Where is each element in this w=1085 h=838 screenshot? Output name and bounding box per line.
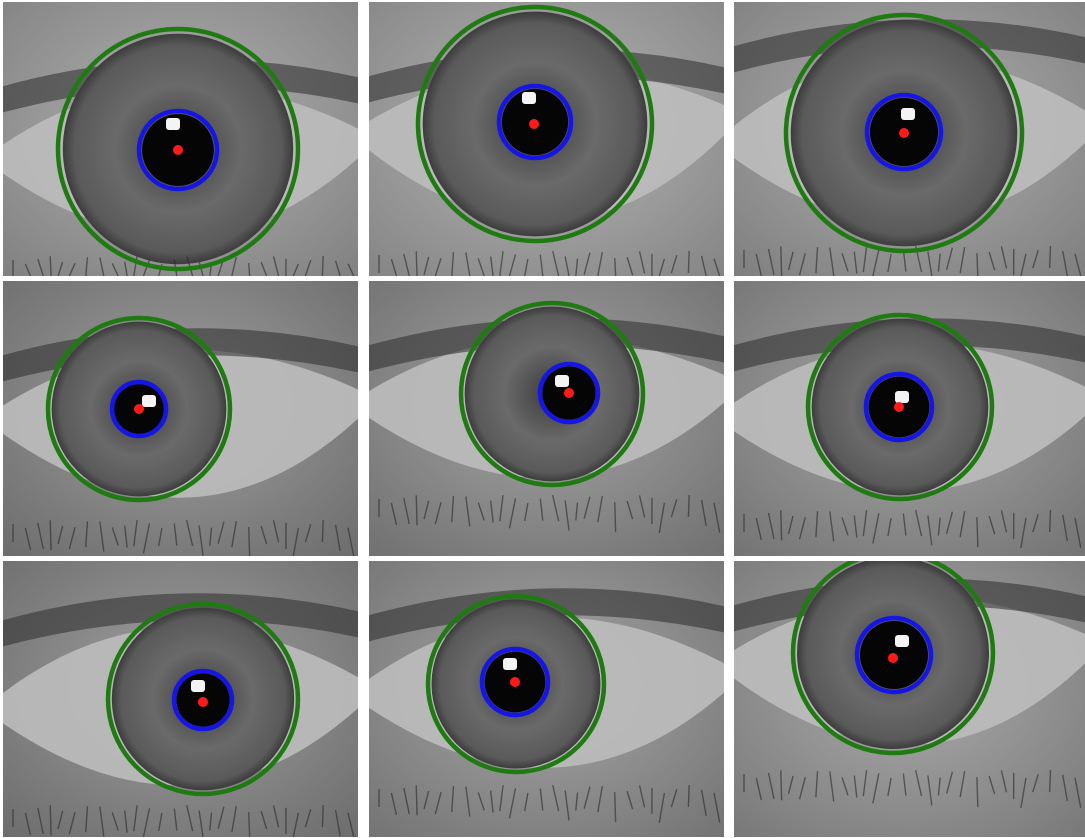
eye-photo [369, 281, 724, 556]
pupil-boundary-circle [479, 646, 551, 718]
iris-boundary-circle [783, 12, 1025, 254]
pupil-boundary-circle [496, 83, 574, 161]
eye-photo-panel [3, 281, 358, 556]
pupil-center-dot [529, 119, 539, 129]
eye-photo [369, 2, 724, 276]
iris-boundary-circle [805, 312, 995, 502]
iris-boundary-circle [790, 561, 996, 756]
pupil-boundary-circle [854, 615, 934, 695]
eye-photo [734, 2, 1085, 276]
pupil-boundary-circle [136, 108, 220, 192]
pupil-boundary-circle [864, 92, 944, 172]
eye-photo [3, 2, 358, 276]
iris-boundary-circle [458, 300, 646, 488]
pupil-center-dot [198, 697, 208, 707]
eye-photo-panel [369, 281, 724, 556]
iris-boundary-circle [105, 601, 301, 797]
eye-photo-panel [3, 2, 358, 276]
eye-photo-panel [369, 2, 724, 276]
pupil-boundary-circle [537, 361, 601, 425]
eye-photo-panel [734, 281, 1085, 556]
eye-photo-panel [734, 2, 1085, 276]
eye-photo-panel [369, 561, 724, 837]
pupil-center-dot [888, 653, 898, 663]
iris-boundary-circle [425, 593, 607, 775]
eye-photo [734, 281, 1085, 556]
eye-photo [3, 281, 358, 556]
pupil-center-dot [173, 145, 183, 155]
pupil-boundary-circle [109, 379, 169, 439]
pupil-boundary-circle [171, 668, 235, 732]
eye-photo [3, 561, 358, 837]
eye-photo-panel [734, 561, 1085, 837]
pupil-center-dot [510, 677, 520, 687]
eye-photo-panel [3, 561, 358, 837]
eye-photo [734, 561, 1085, 837]
pupil-center-dot [894, 402, 904, 412]
iris-boundary-circle [55, 26, 301, 272]
pupil-center-dot [564, 388, 574, 398]
pupil-boundary-circle [863, 371, 935, 443]
pupil-center-dot [899, 128, 909, 138]
pupil-center-dot [134, 404, 144, 414]
iris-boundary-circle [415, 4, 655, 244]
eye-photo [369, 561, 724, 837]
iris-boundary-circle [45, 315, 233, 503]
